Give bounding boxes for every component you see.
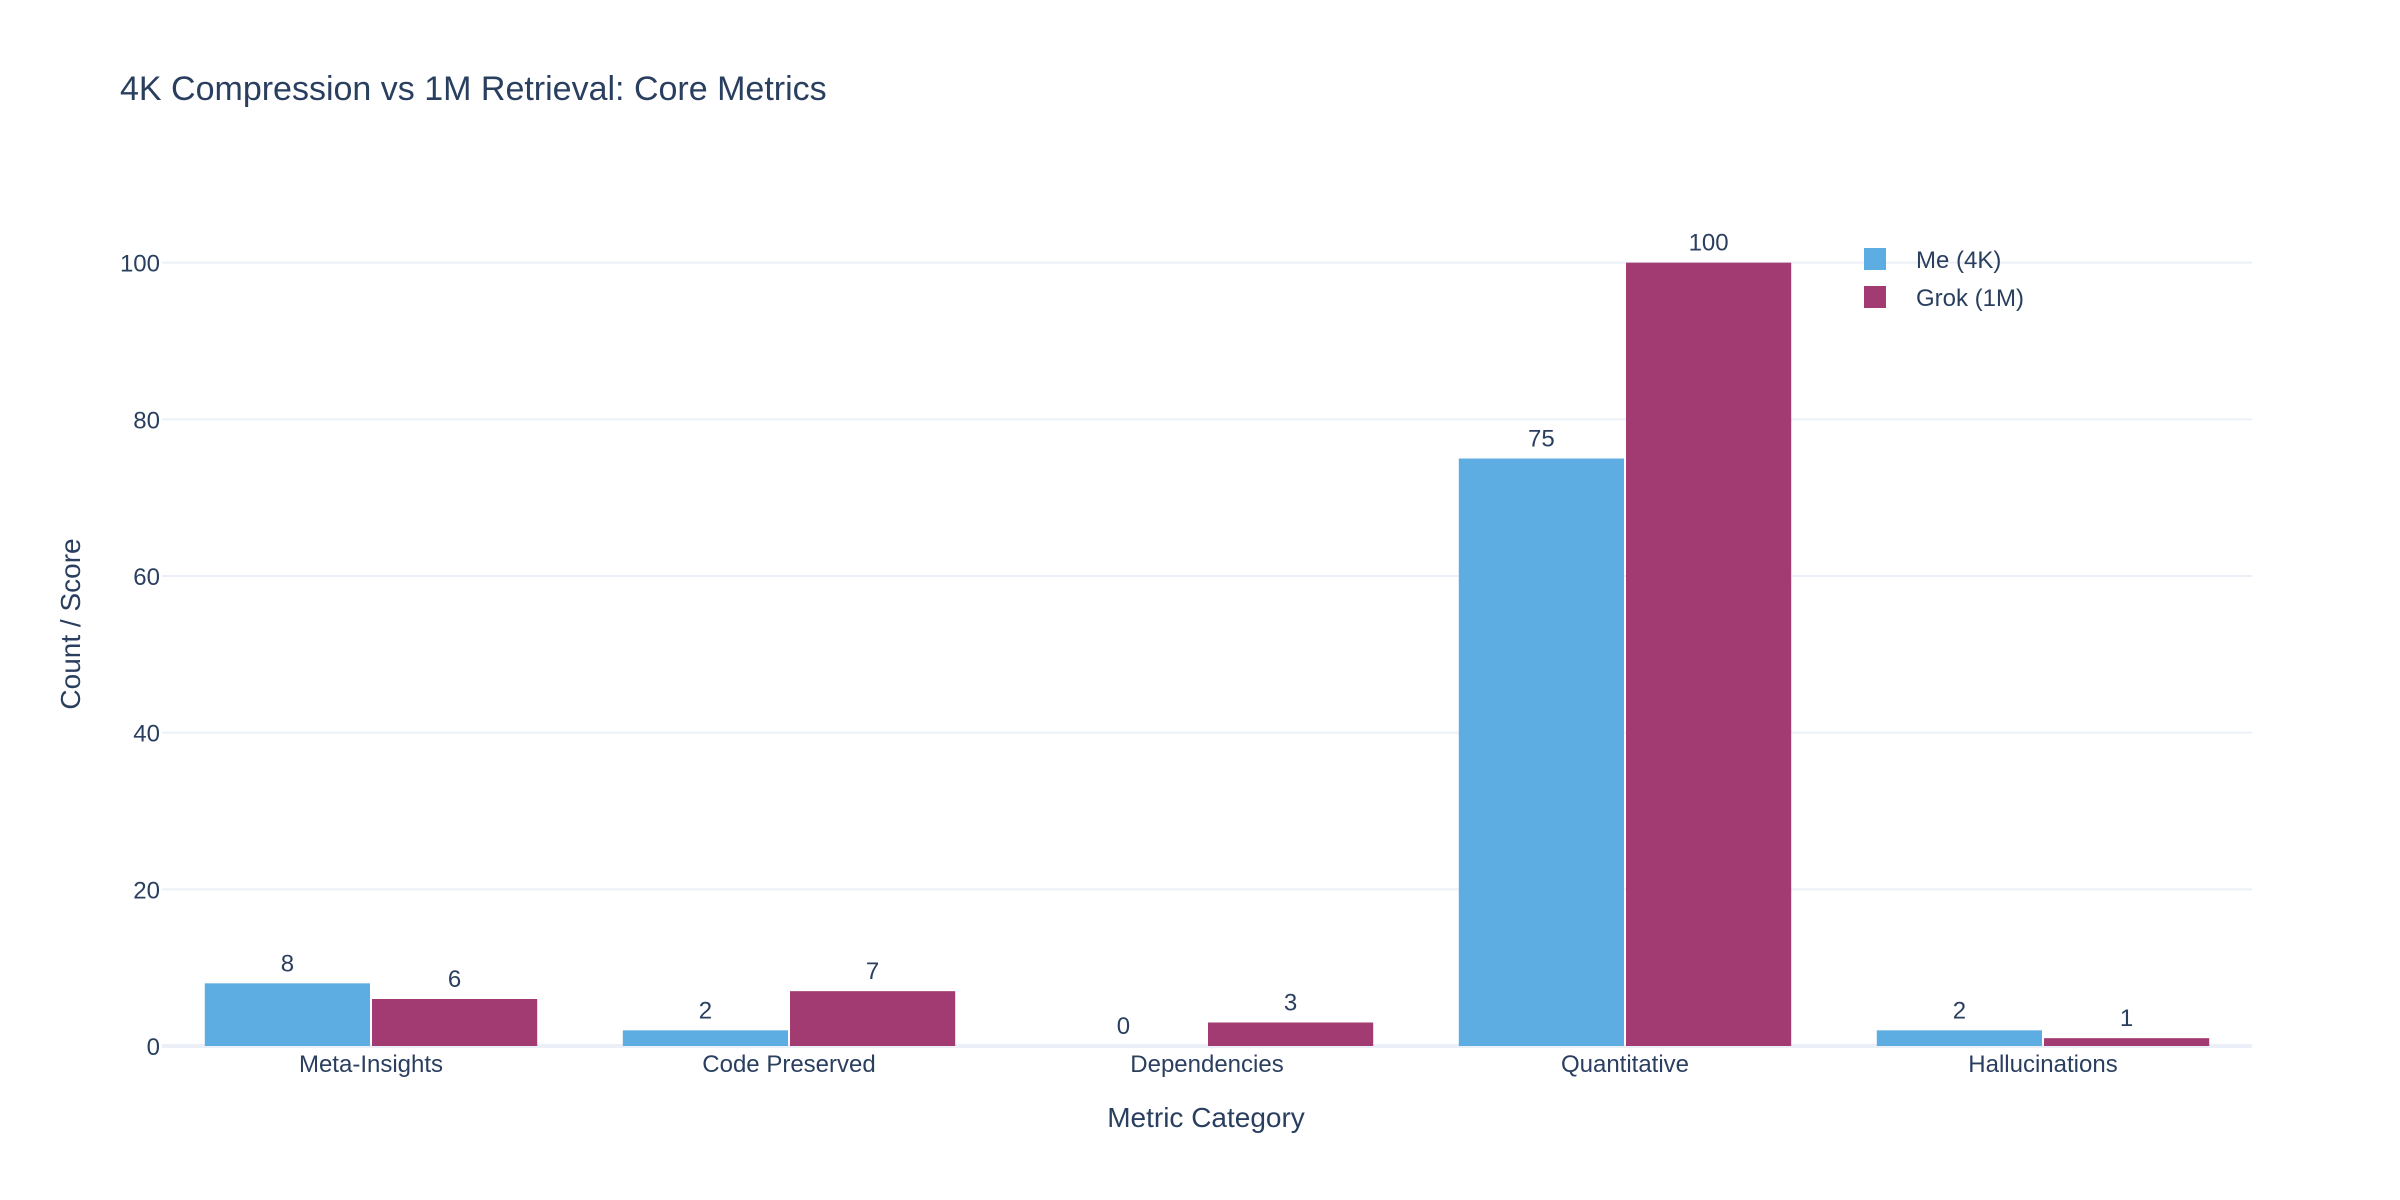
- x-tick-label: Code Preserved: [702, 1051, 875, 1078]
- data-label: 100: [1689, 230, 1729, 257]
- x-tick-label: Hallucinations: [1968, 1051, 2117, 1078]
- data-label: 0: [1117, 1013, 1130, 1040]
- legend-swatch: [1864, 286, 1886, 308]
- bar-me-4k: [1458, 458, 1624, 1046]
- bar-me-4k: [204, 983, 370, 1046]
- data-label: 8: [281, 950, 294, 977]
- x-tick-label: Dependencies: [1130, 1051, 1283, 1078]
- bar-me-4k: [1876, 1030, 2042, 1046]
- bar-grok-1m: [2044, 1038, 2210, 1046]
- legend-swatch: [1864, 248, 1886, 270]
- data-label: 7: [866, 958, 879, 985]
- data-label: 2: [699, 997, 712, 1024]
- legend: Me (4K) Grok (1M): [1864, 247, 2024, 312]
- data-label: 1: [2120, 1005, 2133, 1032]
- y-tick-label: 20: [133, 877, 160, 904]
- bar-grok-1m: [790, 991, 956, 1046]
- x-tick-label: Quantitative: [1561, 1051, 1689, 1078]
- data-label: 75: [1528, 426, 1555, 453]
- y-tick-label: 0: [147, 1034, 160, 1061]
- y-tick-label: 40: [133, 721, 160, 748]
- y-axis-title: Count / Score: [55, 538, 86, 709]
- y-tick-label: 80: [133, 407, 160, 434]
- x-tick-label: Meta-Insights: [299, 1051, 443, 1078]
- gridlines: [162, 261, 2252, 1048]
- legend-label: Grok (1M): [1916, 285, 2024, 312]
- x-axis-title: Metric Category: [1107, 1102, 1305, 1133]
- data-labels: 8 6 2 7 0 3 75 100 2 1: [281, 230, 2134, 1040]
- bar-grok-1m: [1208, 1022, 1374, 1046]
- legend-label: Me (4K): [1916, 247, 2001, 274]
- x-axis-ticks: Meta-Insights Code Preserved Dependencies Q…: [299, 1051, 2118, 1078]
- y-tick-label: 100: [120, 251, 160, 278]
- data-label: 2: [1953, 997, 1966, 1024]
- data-label: 6: [448, 966, 461, 993]
- bar-me-4k: [622, 1030, 788, 1046]
- y-axis-ticks: 0 20 40 60 80 100: [120, 251, 160, 1061]
- data-label: 3: [1284, 990, 1297, 1017]
- y-tick-label: 60: [133, 564, 160, 591]
- bar-grok-1m: [1626, 262, 1792, 1047]
- bar-grok-1m: [372, 999, 538, 1046]
- chart-title: 4K Compression vs 1M Retrieval: Core Met…: [120, 70, 827, 108]
- bars: [204, 262, 2210, 1047]
